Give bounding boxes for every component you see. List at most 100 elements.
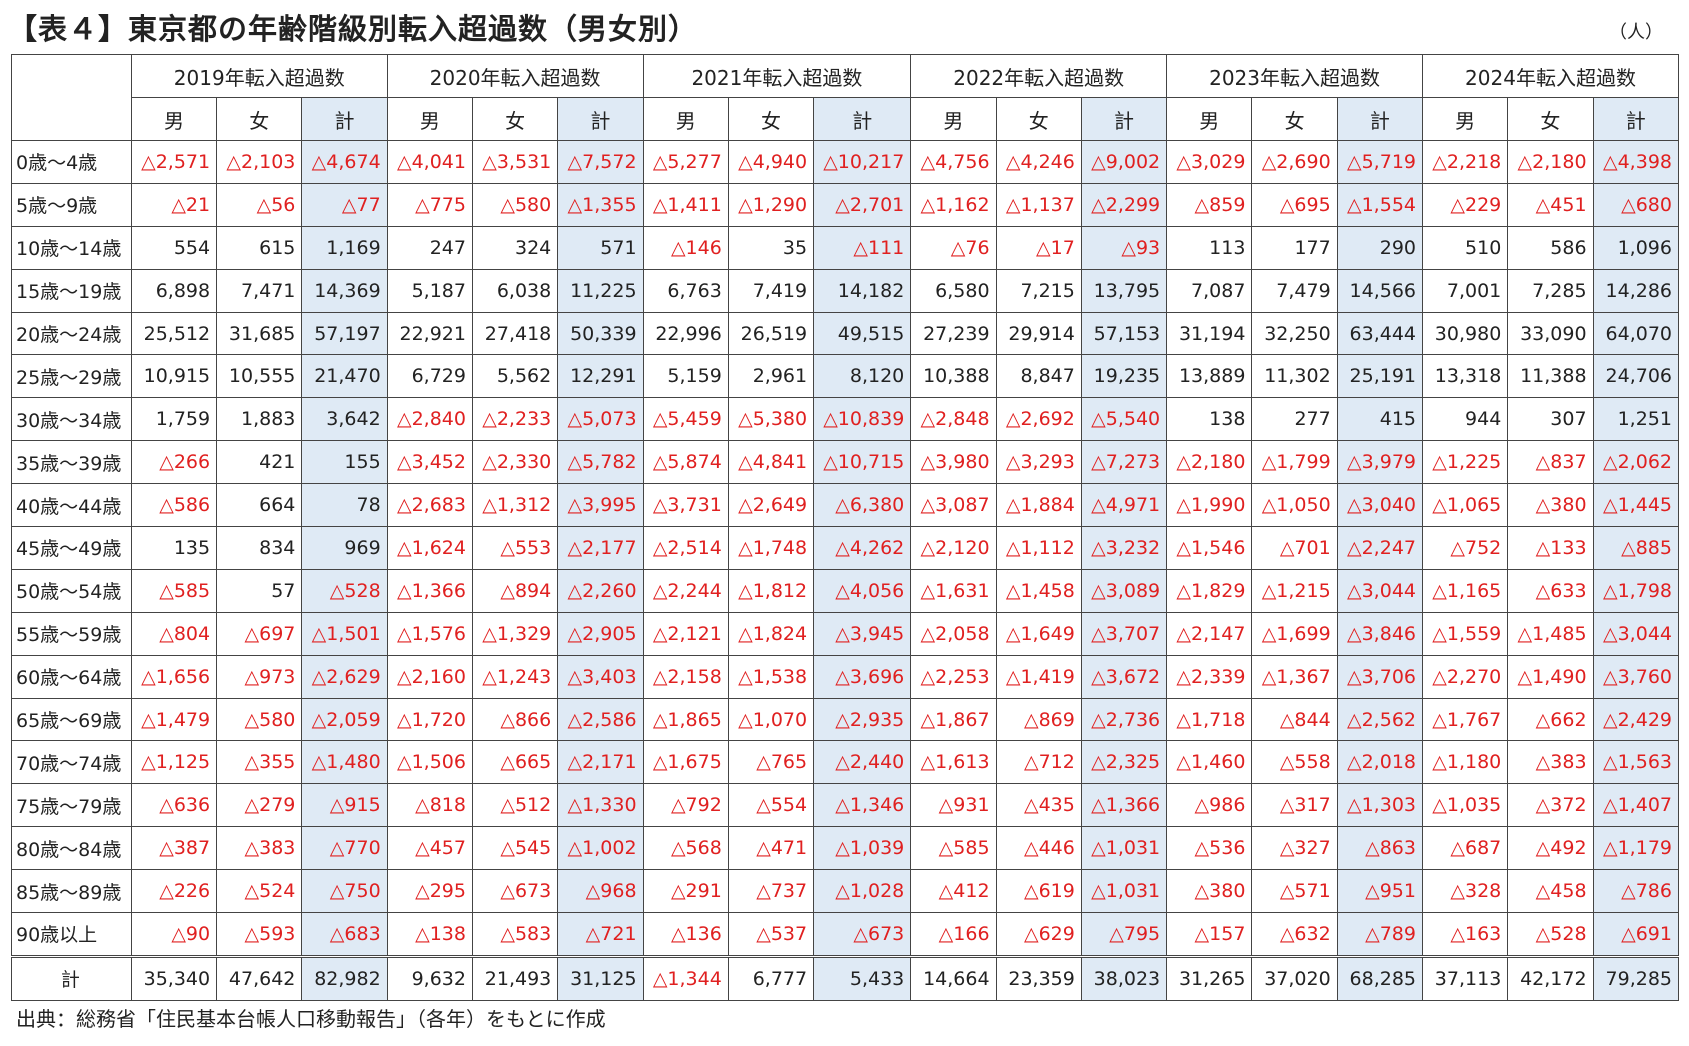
female-header: 女 [1251,97,1338,141]
table-cell: 10,555 [216,354,303,399]
table-cell: △4,940 [727,140,815,184]
table-cell: △632 [1251,912,1338,957]
age-label: 40歳～44歳 [11,483,132,528]
table-cell: △1,366 [386,568,473,613]
table-cell: △619 [995,869,1082,914]
table-cell: 22,921 [386,311,473,356]
table-cell: △1,767 [1421,697,1509,742]
table-cell: △2,649 [727,483,815,528]
table-cell: △446 [995,826,1082,871]
table-cell: △4,674 [301,140,388,184]
table-cell: △1,490 [1507,654,1594,699]
table-cell: 10,388 [910,354,997,399]
table-cell: △4,262 [813,526,912,570]
table-cell: △2,905 [557,611,644,656]
table-cell: 5,433 [813,954,912,1001]
table-cell: △1,485 [1507,611,1594,656]
table-row: 5歳～9歳 △21 △56 △77 △775 △580 △1,355 △1,411 △1,290… [11,182,1680,227]
table-cell: △2,180 [1507,140,1594,184]
male-header: 男 [1421,97,1509,141]
table-cell: △1,699 [1251,611,1338,656]
table-cell: △2,244 [642,568,729,613]
table-row: 25歳～29歳 10,915 10,555 21,470 6,729 5,562 12,29… [11,354,1680,399]
table-row: 90歳以上 △90 △593 △683 △138 △583 △721 △136 △537 △673… [11,912,1680,957]
table-cell: 25,191 [1336,354,1424,399]
table-cell: 290 [1336,225,1424,270]
table-cell: △229 [1421,182,1509,227]
table-cell: 35 [727,225,815,270]
age-label: 75歳～79歳 [11,783,132,828]
table-cell: △593 [216,912,303,957]
table-cell: △3,696 [813,654,912,699]
table-cell: △3,044 [1592,611,1680,656]
table-cell: △1,312 [471,483,559,528]
table-cell: 11,302 [1251,354,1338,399]
table-cell: △2,339 [1166,654,1253,699]
table-cell: △2,059 [301,697,388,742]
table-cell: △1,050 [1251,483,1338,528]
table-cell: 1,883 [216,397,303,442]
table-cell: 6,898 [130,268,218,313]
table-cell: 14,286 [1592,268,1680,313]
table-cell: △1,366 [1080,783,1168,828]
table-cell: △2,247 [1336,526,1424,570]
page-title: 【表４】東京都の年齢階級別転入超過数（男女別） [8,12,699,46]
table-cell: △1,346 [813,783,912,828]
table-cell: △680 [1592,182,1680,227]
table-cell: △894 [471,568,559,613]
table-cell: △451 [1507,182,1594,227]
table-cell: 6,777 [727,954,815,1001]
table-cell: △317 [1251,783,1338,828]
male-header: 男 [642,97,729,141]
table-cell: △93 [1080,225,1168,270]
table-cell: △571 [1251,869,1338,914]
table-cell: △4,971 [1080,483,1168,528]
table-cell: 8,120 [813,354,912,399]
table-cell: 63,444 [1336,311,1424,356]
table-cell: △915 [301,783,388,828]
table-cell: △3,945 [813,611,912,656]
table-cell: △2,158 [642,654,729,699]
table-cell: 1,169 [301,225,388,270]
age-label: 0歳～4歳 [11,140,132,184]
total-row: 計 35,340 47,642 82,982 9,632 21,493 31,125 △1,3… [11,954,1680,1001]
table-row: 35歳～39歳 △266 421 155 △3,452 △2,330 △5,782 △5,87… [11,440,1680,485]
table-cell: △4,398 [1592,140,1680,184]
table-row: 50歳～54歳 △585 57 △528 △1,366 △894 △2,260 △2,244 △… [11,568,1680,613]
table-cell: △1,812 [727,568,815,613]
table-cell: △662 [1507,697,1594,742]
source-note: 出典：総務省「住民基本台帳人口移動報告」（各年）をもとに作成 [16,1007,606,1031]
table-cell: △383 [216,826,303,871]
table-cell: △580 [471,182,559,227]
table-cell: △1,162 [910,182,997,227]
table-cell: △1,649 [995,611,1082,656]
male-header: 男 [386,97,473,141]
table-cell: △951 [1336,869,1424,914]
table-cell: △859 [1166,182,1253,227]
table-cell: △1,884 [995,483,1082,528]
table-cell: △673 [471,869,559,914]
table-cell: △3,029 [1166,140,1253,184]
table-cell: △792 [642,783,729,828]
table-cell: △1,865 [642,697,729,742]
table-cell: △712 [995,740,1082,785]
data-table: 2019年転入超過数 2020年転入超過数 2021年転入超過数 2022年転入… [11,54,1680,1001]
table-cell: △665 [471,740,559,785]
table-cell: △2,233 [471,397,559,442]
table-cell: △10,217 [813,140,912,184]
table-cell: △558 [1251,740,1338,785]
table-cell: △1,631 [910,568,997,613]
table-row: 20歳～24歳 25,512 31,685 57,197 22,921 27,418 50,… [11,311,1680,356]
table-cell: 138 [1166,397,1253,442]
table-cell: △9,002 [1080,140,1168,184]
table-cell: △2,218 [1421,140,1509,184]
age-label: 計 [11,954,132,1001]
age-label: 50歳～54歳 [11,568,132,613]
table-cell: △585 [910,826,997,871]
table-cell: 135 [130,526,218,570]
table-cell: △2,683 [386,483,473,528]
table-cell: △683 [301,912,388,957]
table-row: 80歳～84歳 △387 △383 △770 △457 △545 △1,002 △568 △47… [11,826,1680,871]
table-cell: △380 [1166,869,1253,914]
table-cell: △90 [130,912,218,957]
